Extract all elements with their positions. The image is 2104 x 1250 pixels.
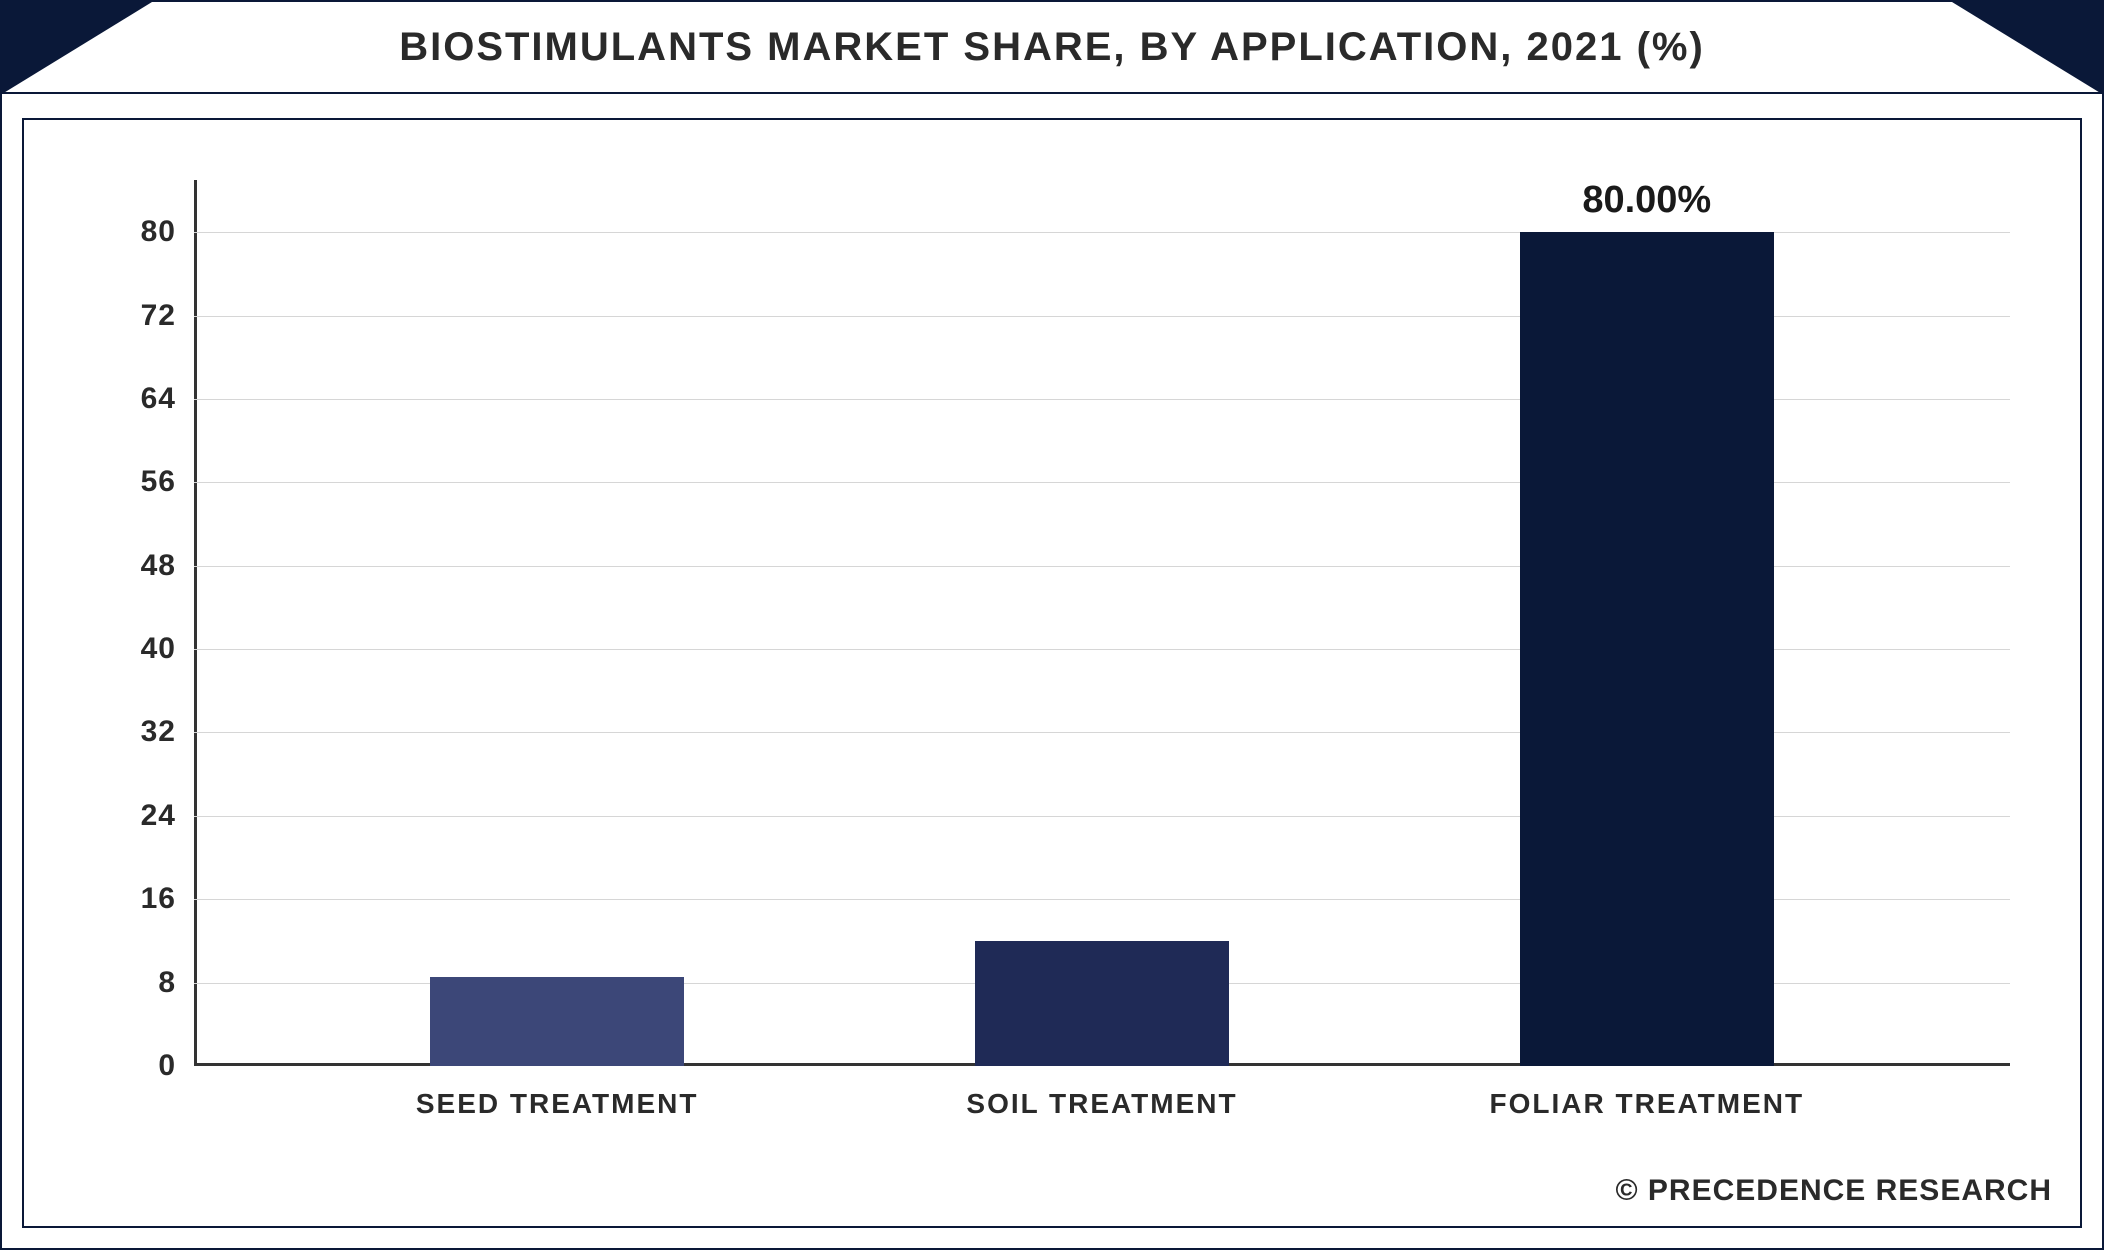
bar-value-label: 80.00% (1582, 179, 1711, 232)
outer-frame: BIOSTIMULANTS MARKET SHARE, BY APPLICATI… (0, 0, 2104, 1250)
bar: 80.00% (1520, 232, 1774, 1066)
chart-title: BIOSTIMULANTS MARKET SHARE, BY APPLICATI… (399, 25, 1705, 70)
y-axis (194, 180, 197, 1066)
x-tick-label: SOIL TREATMENT (966, 1066, 1237, 1120)
title-bar: BIOSTIMULANTS MARKET SHARE, BY APPLICATI… (2, 2, 2102, 94)
x-tick-label: SEED TREATMENT (416, 1066, 699, 1120)
y-tick-label: 56 (141, 465, 194, 499)
chart-area: 08162432404856647280SEED TREATMENTSOIL T… (194, 180, 2010, 1066)
x-tick-label: FOLIAR TREATMENT (1490, 1066, 1805, 1120)
inner-frame: 0 8 16 24 32 40 48 56 64 72 80 SEED TREATMENT SOIL T… (22, 118, 2082, 1228)
y-tick-label: 40 (141, 632, 194, 666)
y-tick-label: 48 (141, 549, 194, 583)
plot: 08162432404856647280SEED TREATMENTSOIL T… (194, 180, 2010, 1066)
credit-text: © PRECEDENCE RESEARCH (1615, 1174, 2052, 1208)
y-tick-label: 8 (158, 966, 194, 1000)
y-tick-label: 24 (141, 799, 194, 833)
y-tick-label: 80 (141, 215, 194, 249)
bar (975, 941, 1229, 1066)
y-tick-label: 64 (141, 382, 194, 416)
y-tick-label: 72 (141, 299, 194, 333)
corner-triangle-right (1952, 2, 2102, 94)
bar (430, 977, 684, 1066)
y-tick-label: 16 (141, 882, 194, 916)
y-tick-label: 32 (141, 715, 194, 749)
corner-triangle-left (2, 2, 152, 94)
y-tick-label: 0 (158, 1049, 194, 1083)
